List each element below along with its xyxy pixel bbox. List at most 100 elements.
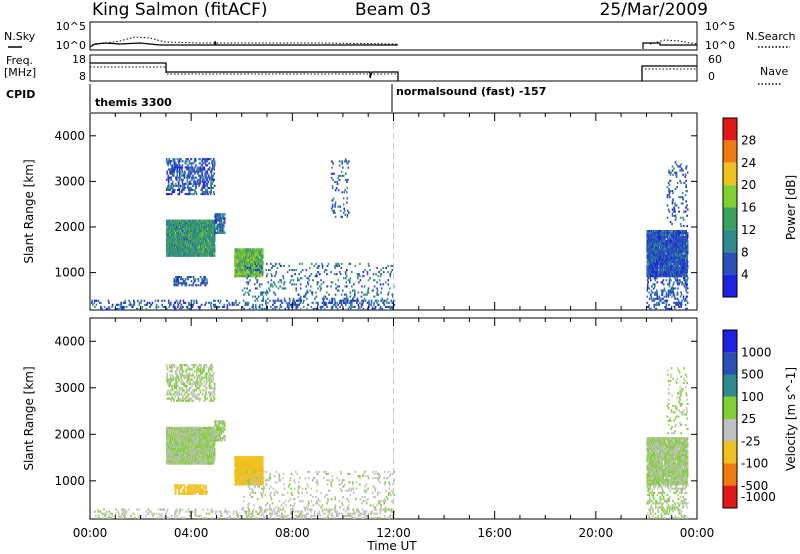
power-cell	[130, 303, 132, 306]
power-cell	[648, 262, 650, 265]
power-cell	[646, 262, 649, 265]
power-cell	[670, 256, 673, 259]
power-cell	[380, 269, 382, 272]
power-cell	[656, 248, 658, 251]
power-cell	[361, 299, 363, 302]
power-cell	[275, 262, 278, 265]
power-cell	[279, 285, 282, 288]
power-cell	[188, 182, 190, 185]
power-cell	[653, 230, 655, 233]
power-cell	[231, 301, 234, 304]
power-cell	[198, 252, 201, 255]
power-cell	[111, 303, 114, 306]
power-cell	[191, 248, 194, 251]
power-cell	[665, 275, 667, 278]
power-cell	[374, 305, 377, 308]
power-cell	[256, 281, 258, 284]
power-cell	[214, 219, 217, 222]
date-title: 25/Mar/2009	[600, 0, 708, 20]
power-cell	[216, 215, 219, 218]
power-cell	[260, 266, 263, 269]
power-cell	[349, 262, 352, 265]
power-cell	[178, 182, 180, 185]
power-cell	[190, 250, 192, 253]
power-cell	[361, 301, 363, 304]
power-cell	[124, 299, 126, 302]
power-cell	[655, 271, 658, 274]
power-cell	[180, 246, 182, 249]
power-cell	[299, 307, 302, 310]
power-cell	[337, 279, 339, 282]
power-cell	[345, 293, 347, 296]
power-cell	[140, 301, 142, 304]
power-cell	[210, 162, 213, 165]
power-cell	[300, 271, 302, 274]
power-cell	[173, 242, 176, 245]
power-cell	[182, 236, 184, 239]
power-cell	[295, 283, 297, 286]
power-cell	[669, 246, 671, 249]
power-cell	[288, 305, 290, 308]
power-cell	[332, 197, 335, 200]
power-cell	[646, 252, 649, 255]
power-cell	[366, 291, 369, 294]
power-cell	[163, 299, 166, 302]
power-cell	[651, 238, 654, 241]
power-cell	[381, 301, 384, 304]
power-cell	[270, 305, 272, 308]
power-cell	[651, 254, 654, 257]
power-cell	[262, 299, 265, 302]
power-cell	[170, 176, 172, 179]
power-cell	[390, 271, 393, 274]
power-cell	[274, 293, 277, 296]
power-cell	[659, 236, 662, 239]
power-cell	[196, 301, 198, 304]
power-cell	[659, 238, 661, 241]
power-cell	[324, 301, 326, 304]
power-cell	[664, 250, 666, 253]
power-cell	[390, 307, 392, 310]
power-cell	[319, 305, 322, 308]
power-cell	[188, 180, 191, 183]
power-cell	[123, 305, 126, 308]
power-cell	[246, 277, 248, 280]
power-cell	[249, 248, 252, 251]
power-cell	[192, 174, 194, 177]
power-cell	[669, 266, 672, 269]
power-cell	[167, 162, 169, 165]
power-cell	[215, 213, 217, 216]
power-cell	[660, 275, 662, 278]
power-cell	[190, 299, 193, 302]
power-cell	[264, 291, 267, 294]
power-cell	[193, 168, 195, 171]
power-cell	[257, 256, 259, 259]
power-cell	[179, 178, 181, 181]
power-cell	[212, 252, 215, 255]
power-cell	[204, 219, 207, 222]
power-cell	[671, 260, 673, 263]
power-cell	[314, 275, 317, 278]
power-cell	[206, 252, 208, 255]
power-cell	[210, 250, 213, 253]
power-cell	[91, 299, 94, 302]
power-cell	[177, 223, 179, 226]
power-cell	[187, 278, 190, 281]
power-cell	[177, 166, 179, 169]
power-cell	[178, 193, 181, 196]
power-cell	[256, 297, 258, 300]
power-cell	[672, 244, 674, 247]
power-cell	[201, 178, 204, 181]
power-cell	[298, 297, 301, 300]
power-cell	[649, 269, 652, 272]
power-cell	[165, 193, 168, 196]
power-cell	[173, 244, 175, 247]
power-cell	[203, 191, 206, 194]
power-cell	[647, 260, 649, 263]
power-cell	[189, 168, 191, 171]
power-cell	[668, 246, 670, 249]
power-cell	[343, 160, 346, 163]
power-cell	[138, 301, 141, 304]
power-cell	[674, 232, 676, 235]
power-cell	[647, 246, 650, 249]
power-cell	[184, 280, 186, 283]
